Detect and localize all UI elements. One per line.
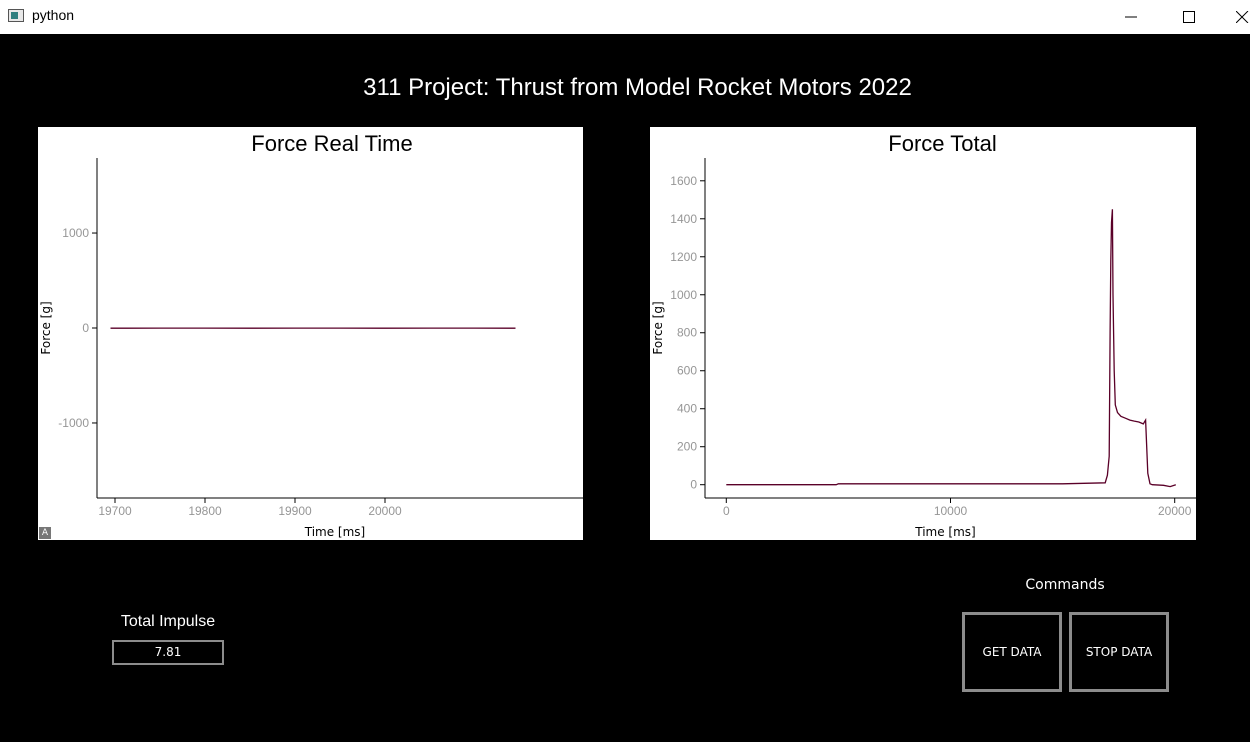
x-axis-label: Time [ms]: [914, 525, 976, 539]
page-title: 311 Project: Thrust from Model Rocket Mo…: [363, 74, 912, 101]
force-real-time-chart[interactable]: Force Real Time -1000 0 1000 19700 19800 19900…: [38, 127, 583, 540]
stop-data-button[interactable]: STOP DATA: [1069, 612, 1169, 692]
minimize-button[interactable]: [1108, 0, 1154, 34]
x-tick-label: 19700: [98, 504, 132, 518]
close-button[interactable]: [1224, 0, 1250, 34]
chart-title: Force Real Time: [251, 131, 412, 156]
y-tick-label: 200: [677, 440, 697, 454]
y-tick-label: 800: [677, 326, 697, 340]
y-axis-label: Force [g]: [651, 301, 665, 354]
window-titlebar[interactable]: python: [0, 0, 1250, 34]
maximize-icon: [1183, 11, 1195, 23]
x-axis-label: Time [ms]: [304, 525, 366, 539]
y-tick-label: -1000: [58, 416, 89, 430]
y-tick-label: 1000: [670, 288, 697, 302]
x-tick-label: 0: [723, 504, 730, 518]
y-axis-label: Force [g]: [39, 301, 53, 354]
x-tick-label: 20000: [368, 504, 402, 518]
minimize-icon: [1125, 16, 1137, 18]
y-tick-label: 1600: [670, 174, 697, 188]
x-tick-label: 20000: [1158, 504, 1192, 518]
y-tick-label: 0: [82, 321, 89, 335]
total-impulse-label: Total Impulse: [120, 613, 216, 630]
x-tick-label: 19900: [278, 504, 312, 518]
y-tick-label: 0: [690, 478, 697, 492]
commands-label: Commands: [1025, 577, 1105, 593]
force-total-plot[interactable]: Force Total 0 200 400 600 800 1000 1200 1400 1600…: [650, 127, 1196, 540]
force-series-line: [726, 209, 1177, 488]
maximize-button[interactable]: [1166, 0, 1212, 34]
window-title: python: [32, 7, 75, 23]
force-real-time-plot[interactable]: Force Real Time -1000 0 1000 19700 19800 19900…: [38, 127, 583, 540]
auto-range-button[interactable]: A: [39, 527, 51, 539]
y-tick-label: 400: [677, 402, 697, 416]
chart-title: Force Total: [888, 131, 996, 156]
close-icon: [1236, 11, 1249, 23]
python-window-icon: [8, 9, 24, 22]
y-tick-label: 1400: [670, 212, 697, 226]
y-tick-label: 1000: [62, 226, 89, 240]
get-data-button[interactable]: GET DATA: [962, 612, 1062, 692]
x-tick-label: 19800: [188, 504, 222, 518]
x-tick-label: 10000: [934, 504, 968, 518]
total-impulse-value: 7.81: [112, 640, 224, 665]
y-tick-label: 600: [677, 364, 697, 378]
force-total-chart[interactable]: Force Total 0 200 400 600 800 1000 1200 1400 1600…: [650, 127, 1196, 540]
y-tick-label: 1200: [670, 250, 697, 264]
